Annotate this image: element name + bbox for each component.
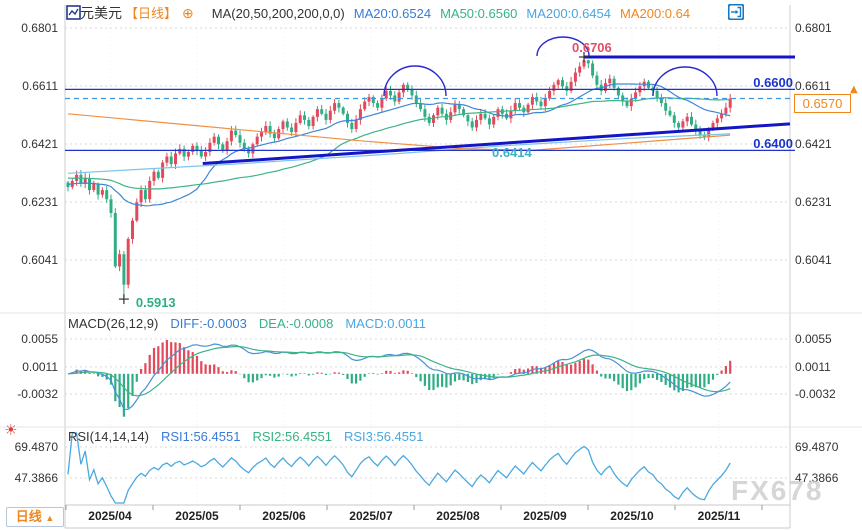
axis-label: 0.6041 bbox=[795, 252, 832, 267]
chevron-up-icon: ▲ bbox=[45, 513, 55, 523]
axis-label: -0.0032 bbox=[17, 387, 58, 402]
axis-label: 69.4870 bbox=[795, 440, 839, 454]
macd-header: MACD(26,12,9) DIFF:-0.0003 DEA:-0.0008 M… bbox=[68, 316, 426, 332]
x-axis-label: 2025/11 bbox=[697, 509, 741, 523]
ma200a-value: MA200:0.6454 bbox=[526, 5, 611, 21]
period-tag: 【日线】 bbox=[125, 5, 178, 21]
x-axis-label: 2025/10 bbox=[610, 509, 654, 523]
axis-label: 47.3866 bbox=[795, 470, 839, 485]
watermark: FX678 bbox=[731, 475, 824, 506]
x-axis-label: 2025/04 bbox=[88, 509, 132, 523]
axis-label: 0.6231 bbox=[21, 194, 58, 209]
chart-header: 澳元美元 【日线】 ⊕ MA(20,50,200,200,0,0) MA20:0… bbox=[66, 5, 690, 22]
x-axis-label: 2025/07 bbox=[349, 509, 393, 523]
ma50-value: MA50:0.6560 bbox=[440, 5, 518, 21]
ma200-annotation: 0.6414 bbox=[492, 145, 532, 160]
axis-label: 0.6421 bbox=[795, 136, 832, 151]
axis-label: 0.6801 bbox=[21, 21, 58, 35]
axis-label: 0.0055 bbox=[21, 332, 58, 347]
rsi3-value: RSI3:56.4551 bbox=[343, 429, 424, 444]
axis-label: 0.6611 bbox=[795, 79, 831, 93]
low-price-annotation: 0.5913 bbox=[135, 295, 176, 311]
axis-label: 0.6611 bbox=[22, 79, 58, 93]
price-marker-icon: ▲ bbox=[850, 84, 858, 95]
axis-label: 0.6421 bbox=[21, 136, 58, 151]
macd-dea-value: DEA:-0.0008 bbox=[258, 316, 334, 331]
ma-settings-label: MA(20,50,200,200,0,0) bbox=[211, 5, 345, 21]
ma200b-value: MA200:0.64 bbox=[620, 5, 691, 21]
axis-label: 0.6231 bbox=[795, 194, 832, 209]
ma20-value: MA20:0.6524 bbox=[353, 5, 432, 21]
macd-diff-value: DIFF:-0.0003 bbox=[170, 316, 247, 331]
macd-macd-value: MACD:0.0011 bbox=[345, 316, 427, 331]
axis-label: 0.0055 bbox=[795, 332, 832, 347]
rsi-header: RSI(14,14,14) RSI1:56.4551 RSI2:56.4551 … bbox=[68, 429, 423, 445]
period-selector-label: 日线 bbox=[15, 509, 42, 524]
sun-icon: ☀ bbox=[4, 421, 18, 439]
x-axis-label: 2025/08 bbox=[436, 509, 480, 523]
macd-name: MACD(26,12,9) bbox=[68, 316, 159, 331]
rsi-name: RSI(14,14,14) bbox=[68, 429, 149, 444]
rsi1-value: RSI1:56.4551 bbox=[160, 429, 241, 444]
axis-scale-icon[interactable] bbox=[728, 4, 782, 20]
axis-label: 0.6801 bbox=[795, 21, 832, 35]
x-axis-label: 2025/09 bbox=[523, 509, 567, 523]
period-selector-button[interactable]: 日线 ▲ bbox=[6, 507, 64, 527]
add-indicator-icon[interactable]: ⊕ bbox=[182, 5, 194, 21]
lower-level-label: 0.6400 bbox=[753, 136, 793, 151]
chart-toolbar bbox=[728, 4, 801, 20]
axis-label: 69.4870 bbox=[14, 440, 58, 454]
axis-label: -0.0032 bbox=[795, 387, 836, 402]
axis-fit-icon[interactable] bbox=[728, 4, 763, 20]
x-axis-label: 2025/06 bbox=[262, 509, 306, 523]
rsi2-value: RSI2:56.4551 bbox=[252, 429, 332, 444]
upper-level-label: 0.6600 bbox=[753, 75, 793, 90]
peak-price-annotation: 0.6706 bbox=[572, 40, 612, 55]
axis-label: 0.0011 bbox=[795, 359, 831, 374]
x-axis-label: 2025/05 bbox=[175, 509, 219, 523]
current-price-box: 0.6570 bbox=[794, 94, 851, 113]
axis-label: 0.6041 bbox=[21, 252, 58, 267]
axis-label: 0.0011 bbox=[22, 359, 58, 374]
dock-right-icon[interactable] bbox=[728, 4, 801, 20]
axis-label: 47.3866 bbox=[14, 470, 58, 485]
